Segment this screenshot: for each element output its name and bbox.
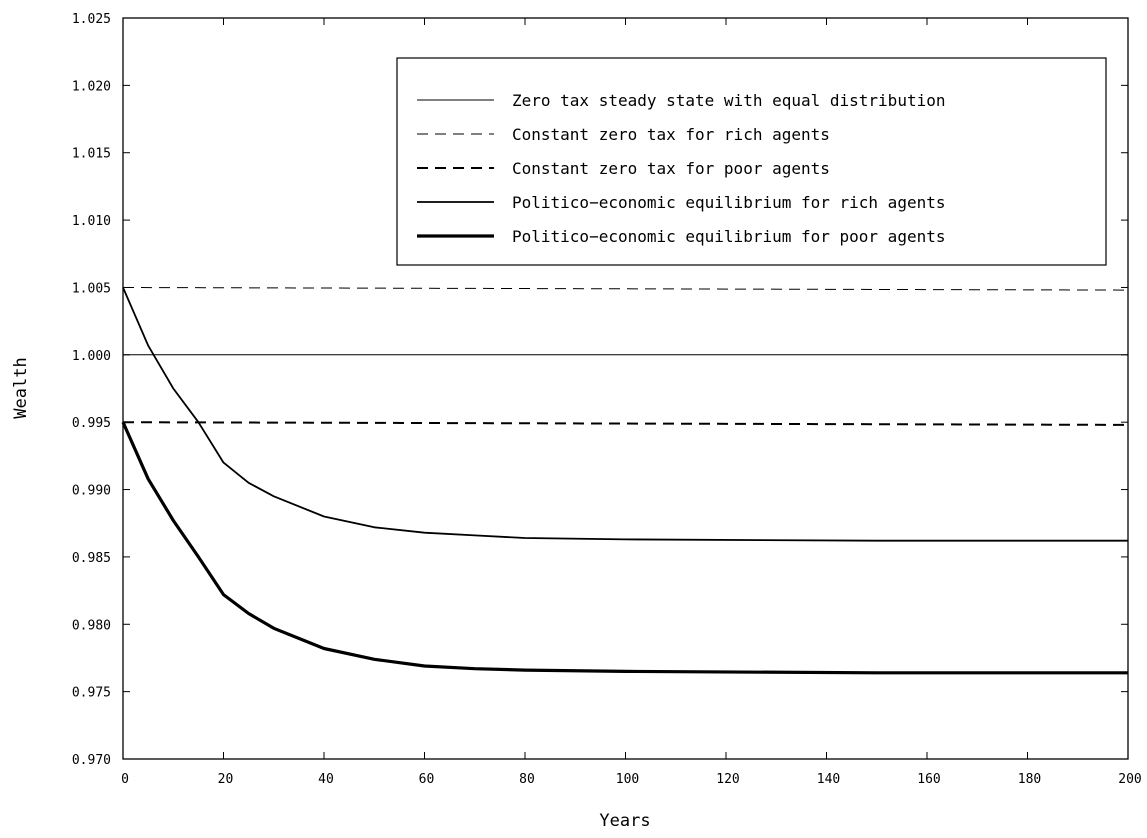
legend-label-3: Constant zero tax for poor agents — [512, 159, 830, 178]
x-tick-label: 20 — [218, 772, 234, 787]
y-axis-title: Wealth — [11, 357, 31, 418]
series-line-4 — [123, 288, 1128, 541]
y-tick-label: 0.970 — [72, 753, 111, 768]
x-tick-label: 60 — [419, 772, 435, 787]
x-axis-title: Years — [599, 811, 650, 831]
y-tick-label: 0.995 — [72, 416, 111, 431]
legend-label-5: Politico−economic equilibrium for poor a… — [512, 227, 945, 246]
x-tick-label: 120 — [716, 772, 739, 787]
legend-label-2: Constant zero tax for rich agents — [512, 125, 830, 144]
y-tick-label: 1.020 — [72, 79, 111, 94]
x-tick-label: 200 — [1118, 772, 1141, 787]
y-tick-label: 1.010 — [72, 214, 111, 229]
x-tick-label: 40 — [318, 772, 334, 787]
series-lines — [123, 288, 1128, 673]
series-line-5 — [123, 422, 1128, 673]
y-tick-label: 1.015 — [72, 147, 111, 162]
y-tick-label: 0.975 — [72, 686, 111, 701]
legend-label-4: Politico−economic equilibrium for rich a… — [512, 193, 945, 212]
y-tick-label: 0.980 — [72, 618, 111, 633]
x-tick-label: 180 — [1018, 772, 1041, 787]
x-tick-label: 80 — [519, 772, 535, 787]
x-tick-label: 140 — [817, 772, 840, 787]
series-line-3 — [123, 422, 1128, 425]
y-tick-label: 0.990 — [72, 484, 111, 499]
series-line-2 — [123, 288, 1128, 291]
y-tick-label: 0.985 — [72, 551, 111, 566]
x-tick-label: 160 — [917, 772, 940, 787]
legend: Zero tax steady state with equal distrib… — [397, 58, 1106, 265]
legend-label-1: Zero tax steady state with equal distrib… — [512, 91, 945, 110]
y-tick-label: 1.000 — [72, 349, 111, 364]
x-tick-label: 0 — [121, 772, 129, 787]
y-tick-label: 1.005 — [72, 281, 111, 296]
x-tick-label: 100 — [616, 772, 639, 787]
y-tick-label: 1.025 — [72, 12, 111, 27]
